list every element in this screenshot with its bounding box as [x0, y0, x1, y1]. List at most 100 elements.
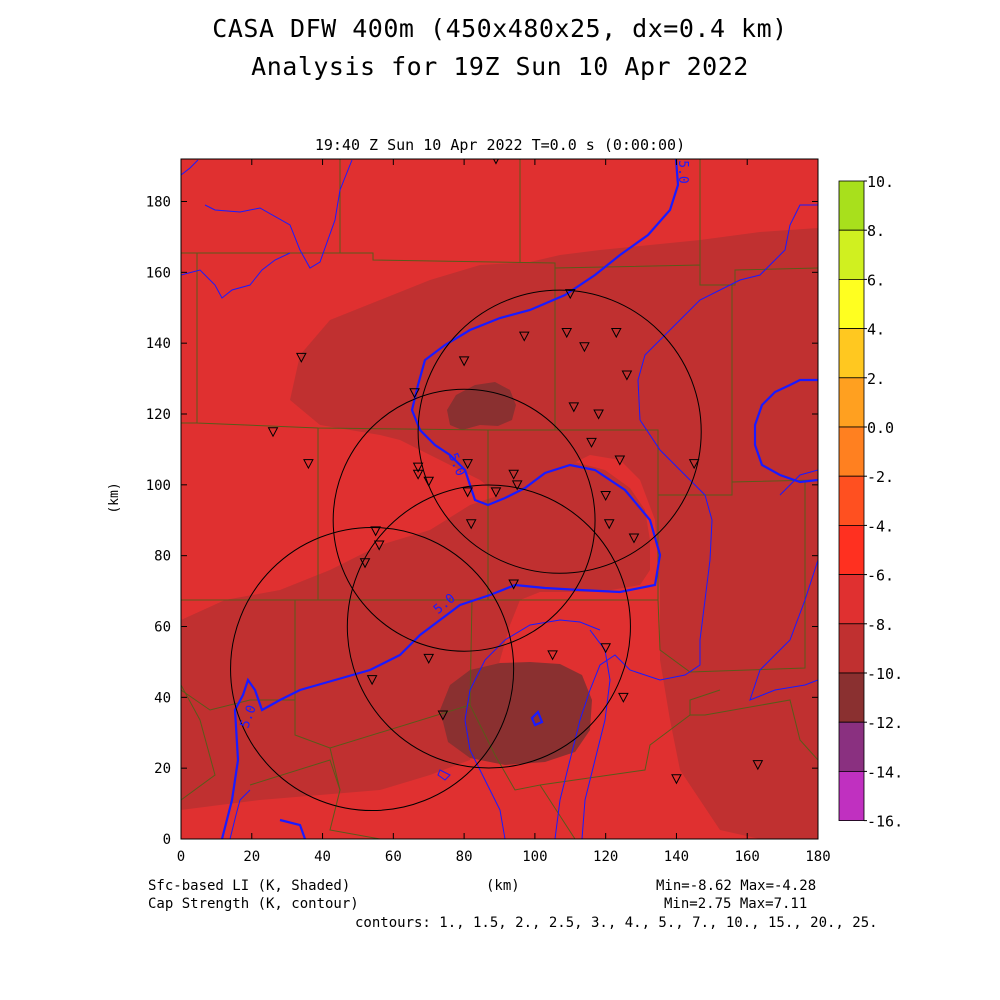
colorbar-swatch — [838, 426, 865, 477]
colorbar-swatch — [838, 278, 865, 329]
colorbar-label: 6. — [867, 271, 885, 289]
colorbar-swatch — [838, 771, 865, 822]
colorbar-label: 4. — [867, 321, 885, 339]
station-markers — [267, 159, 764, 785]
station-marker — [610, 328, 622, 339]
colorbar-label: -16. — [867, 813, 903, 831]
colorbar-label: -4. — [867, 517, 894, 535]
colorbar-label: 8. — [867, 222, 885, 240]
colorbar-swatch — [838, 574, 865, 625]
station-marker — [423, 653, 435, 664]
station-marker — [359, 558, 371, 569]
station-marker — [462, 487, 473, 498]
radar-circle-1 — [417, 289, 702, 574]
station-marker — [600, 490, 611, 502]
station-marker — [614, 455, 626, 466]
station-marker — [370, 526, 381, 537]
station-marker — [518, 331, 530, 342]
y-tick-label: 80 — [154, 549, 171, 565]
colorbar-swatch — [838, 180, 865, 231]
li-region-minus6-to-minus8 — [181, 228, 818, 839]
station-marker — [458, 356, 470, 367]
colorbar-label: -6. — [867, 567, 894, 585]
x-tick-label: 20 — [243, 849, 260, 865]
station-marker — [409, 388, 420, 399]
y-axis: 0 20 40 60 80 100 120 140 160 180 — [146, 195, 818, 848]
radar-circle-2 — [332, 388, 596, 652]
x-tick-label: 180 — [805, 849, 830, 865]
station-marker — [412, 462, 424, 473]
plot-frame — [180, 158, 819, 840]
x-tick-label: 40 — [314, 849, 331, 865]
valid-time-label: 19:40 Z Sun 10 Apr 2022 T=0.0 s (0:00:00… — [314, 136, 686, 154]
colorbar: 10. 8. 6. 4. 2. 0.0 -2. -4. -6. -8. -10. -12. -14. -1… — [838, 173, 903, 831]
colorbar-label: -2. — [867, 468, 894, 486]
x-tick-label: 160 — [735, 849, 760, 865]
station-marker — [490, 487, 502, 498]
station-marker — [593, 409, 604, 420]
station-marker — [303, 459, 314, 470]
colorbar-label: 0.0 — [867, 419, 894, 437]
station-marker — [437, 710, 449, 721]
station-marker — [547, 650, 558, 661]
station-marker — [423, 476, 435, 487]
station-marker — [511, 480, 523, 491]
station-marker — [564, 289, 576, 300]
y-tick-label: 180 — [146, 195, 171, 211]
station-marker — [373, 540, 385, 551]
colorbar-swatch — [838, 721, 865, 772]
station-marker — [465, 519, 477, 530]
colorbar-label: 10. — [867, 173, 894, 191]
colorbar-label: 2. — [867, 370, 885, 388]
station-marker — [621, 370, 633, 381]
station-marker — [267, 427, 279, 438]
x-tick-label: 100 — [522, 849, 547, 865]
y-tick-label: 160 — [146, 265, 171, 281]
colorbar-swatch — [838, 377, 865, 428]
chart-title: CASA DFW 400m (450x480x25, dx=0.4 km) — [212, 14, 788, 43]
colorbar-swatch — [838, 525, 865, 576]
x-tick-label: 60 — [385, 849, 402, 865]
y-tick-label: 100 — [146, 478, 171, 494]
y-axis-label: (km) — [107, 482, 122, 513]
colorbar-swatch — [838, 328, 865, 379]
y-tick-label: 120 — [146, 407, 171, 423]
x-tick-label: 140 — [664, 849, 689, 865]
station-marker — [600, 643, 611, 654]
station-marker — [412, 469, 424, 480]
station-marker — [561, 328, 573, 339]
colorbar-swatch — [838, 229, 865, 280]
county-boundaries — [181, 159, 818, 839]
station-marker — [295, 352, 307, 363]
station-marker — [688, 459, 700, 470]
y-tick-label: 60 — [154, 620, 171, 636]
station-marker — [366, 675, 378, 686]
station-marker — [579, 342, 590, 353]
station-marker — [752, 760, 764, 771]
colorbar-swatch — [838, 623, 865, 674]
shaded-field-label: Sfc-based LI (K, Shaded) — [148, 878, 351, 894]
colorbar-label: -14. — [867, 763, 903, 781]
station-marker — [508, 469, 519, 480]
colorbar-label: -10. — [867, 665, 903, 683]
y-tick-label: 40 — [154, 690, 171, 706]
shaded-field-minmax: Min=-8.62 Max=-4.28 — [656, 878, 817, 894]
station-marker — [462, 459, 473, 470]
x-axis: 0 20 40 60 80 100 120 140 160 180 — [177, 159, 831, 865]
li-region-minus8-to-minus10-south — [440, 662, 592, 765]
station-marker — [628, 533, 640, 544]
y-tick-label: 140 — [146, 336, 171, 352]
x-tick-label: 80 — [456, 849, 473, 865]
radar-coverage-circles — [230, 289, 702, 812]
station-marker — [568, 402, 580, 413]
y-tick-label: 0 — [163, 832, 171, 848]
plot-area: 5.05.05.05.0 — [181, 159, 818, 839]
contour-label: 5.0 — [675, 160, 690, 183]
station-marker — [603, 519, 615, 530]
station-marker — [618, 692, 629, 703]
y-tick-label: 20 — [154, 761, 171, 777]
x-tick-label: 120 — [593, 849, 618, 865]
colorbar-swatch — [838, 672, 865, 723]
radar-circle-4 — [230, 526, 515, 812]
